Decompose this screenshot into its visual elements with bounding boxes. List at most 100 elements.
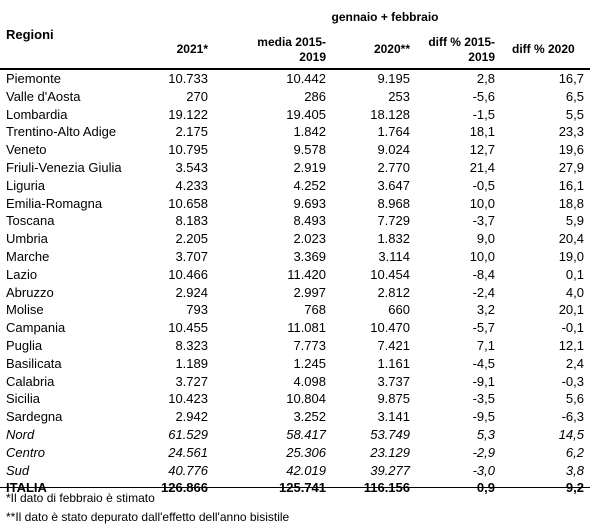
cell-region-name: Sud <box>6 462 30 478</box>
cell-2020: 1.161 <box>377 355 410 371</box>
cell-media-2015-2019: 19.405 <box>286 106 326 122</box>
table-row: Liguria 4.233 4.252 3.647 -0,5 16,1 <box>0 177 604 195</box>
cell-2021: 8.183 <box>175 213 208 229</box>
cell-2020: 1.764 <box>377 124 410 140</box>
cell-region-name: Centro <box>6 444 46 460</box>
cell-diff-2020: 9,2 <box>540 479 584 497</box>
cell-diff-2015-2019: 9,0 <box>476 231 495 247</box>
cell-region-name: Puglia <box>6 338 43 353</box>
cell-2020: 23.129 <box>370 444 410 460</box>
cell-2021: 3.727 <box>175 373 208 389</box>
cell-diff-2015-2019: -2,9 <box>472 444 495 460</box>
cell-diff-2015-2019: -5,7 <box>472 320 495 336</box>
footnote-2: **Il dato è stato depurato dall'effetto … <box>6 510 290 524</box>
cell-region-name: Nord <box>6 427 35 442</box>
cell-region-name: Campania <box>6 320 66 336</box>
cell-2020: 3.647 <box>377 177 410 193</box>
cell-diff-2015-2019: -3,0 <box>472 462 495 478</box>
footer-rule <box>0 487 590 488</box>
cell-media-2015-2019: 2.997 <box>293 284 326 300</box>
header-col-2020: 2020** <box>340 42 410 57</box>
cell-region-name: Sicilia <box>6 391 40 407</box>
cell-2021: 3.543 <box>175 160 208 175</box>
cell-2020: 7.421 <box>377 338 410 353</box>
cell-diff-2015-2019: 3,2 <box>476 302 495 318</box>
cell-2021: 2.924 <box>175 284 208 300</box>
cell-2021: 10.795 <box>168 142 208 158</box>
cell-region-name: Abruzzo <box>6 284 54 300</box>
cell-diff-2020: 16,1 <box>558 177 584 193</box>
cell-diff-2015-2019: 2,8 <box>476 71 495 86</box>
table-row: Campania 10.455 11.081 10.470 -5,7 -0,1 <box>0 319 604 337</box>
cell-media-2015-2019: 11.081 <box>287 320 326 336</box>
cell-2021: 40.776 <box>168 462 208 478</box>
cell-2020: 18.128 <box>370 106 410 122</box>
cell-2020: 10.454 <box>370 266 410 282</box>
cell-region-name: Molise <box>6 302 44 318</box>
cell-2021: 61.529 <box>168 427 208 442</box>
cell-diff-2020: 12,1 <box>558 338 584 353</box>
cell-media-2015-2019: 11.420 <box>287 266 326 282</box>
cell-media-2015-2019: 25.306 <box>286 444 326 460</box>
cell-diff-2015-2019: 10,0 <box>469 249 495 264</box>
cell-media-2015-2019: 3.369 <box>293 249 326 264</box>
cell-2020: 39.277 <box>370 462 410 478</box>
table-row: Molise 793 768 660 3,2 20,1 <box>0 301 604 319</box>
cell-diff-2020: 5,9 <box>565 213 584 229</box>
cell-media-2015-2019: 4.252 <box>293 177 326 193</box>
cell-2020: 9.875 <box>377 391 410 407</box>
cell-diff-2015-2019: -8,4 <box>472 266 495 282</box>
header-regioni: Regioni <box>6 27 54 42</box>
cell-diff-2015-2019: -1,5 <box>472 106 495 122</box>
cell-diff-2020: 23,3 <box>558 124 584 140</box>
cell-diff-2015-2019: -5,6 <box>472 88 495 104</box>
cell-diff-2020: -0,1 <box>561 320 584 336</box>
cell-diff-2015-2019: 12,7 <box>469 142 495 158</box>
cell-2021: 2.175 <box>175 124 208 140</box>
cell-2021: 10.658 <box>168 195 208 211</box>
cell-media-2015-2019: 4.098 <box>293 373 326 389</box>
cell-diff-2015-2019: -2,4 <box>472 284 495 300</box>
cell-diff-2015-2019: 7,1 <box>476 338 495 353</box>
header-col-media: media 2015- 2019 <box>240 35 326 65</box>
cell-2021: 1.189 <box>175 355 208 371</box>
cell-2020: 7.729 <box>377 213 410 229</box>
header-col-2021: 2021* <box>140 42 208 57</box>
footnote-1: *Il dato di febbraio è stimato <box>6 491 155 505</box>
cell-diff-2015-2019: 18,1 <box>469 124 495 140</box>
cell-region-name: Emilia-Romagna <box>6 195 103 211</box>
table-row: Emilia-Romagna 10.658 9.693 8.968 10,0 18,8 <box>0 195 604 213</box>
table-row: Puglia 8.323 7.773 7.421 7,1 12,1 <box>0 337 604 355</box>
table-row: Veneto 10.795 9.578 9.024 12,7 19,6 <box>0 141 604 159</box>
cell-2021: 24.561 <box>168 444 208 460</box>
header-col-diff-2020-line1: diff % 2020 <box>512 42 575 56</box>
cell-2021: 3.707 <box>175 249 208 264</box>
cell-diff-2015-2019: 10,0 <box>469 195 495 211</box>
cell-region-name: Toscana <box>6 213 55 229</box>
cell-diff-2020: 0,1 <box>565 266 584 282</box>
header-rule <box>0 68 590 70</box>
cell-media-2015-2019: 10.442 <box>286 71 326 86</box>
cell-diff-2020: 5,6 <box>565 391 584 407</box>
cell-2020: 3.141 <box>377 409 410 425</box>
table-row: Toscana 8.183 8.493 7.729 -3,7 5,9 <box>0 212 604 230</box>
cell-diff-2015-2019: 21,4 <box>469 160 495 175</box>
cell-2021: 2.942 <box>175 409 208 425</box>
cell-media-2015-2019: 125.741 <box>262 479 326 497</box>
header-col-diff-1519-line1: diff % 2015- <box>428 35 495 49</box>
table-row: Sicilia 10.423 10.804 9.875 -3,5 5,6 <box>0 390 604 408</box>
cell-2020: 10.470 <box>370 320 410 336</box>
header-col-diff-1519: diff % 2015- 2019 <box>415 35 495 65</box>
cell-diff-2020: 3,8 <box>565 462 584 478</box>
cell-diff-2015-2019: -0,5 <box>472 177 495 193</box>
cell-2021: 4.233 <box>175 177 208 193</box>
cell-diff-2015-2019: 0,9 <box>430 479 495 497</box>
cell-diff-2015-2019: -3,5 <box>472 391 495 407</box>
cell-2020: 3.737 <box>377 373 410 389</box>
header-col-2020-line1: 2020** <box>373 42 410 56</box>
cell-2020: 9.195 <box>377 71 410 86</box>
cell-2021: 10.455 <box>168 320 208 336</box>
cell-diff-2020: 2,4 <box>565 355 584 371</box>
table-row: Sardegna 2.942 3.252 3.141 -9,5 -6,3 <box>0 408 604 426</box>
cell-2020: 2.770 <box>377 160 410 175</box>
